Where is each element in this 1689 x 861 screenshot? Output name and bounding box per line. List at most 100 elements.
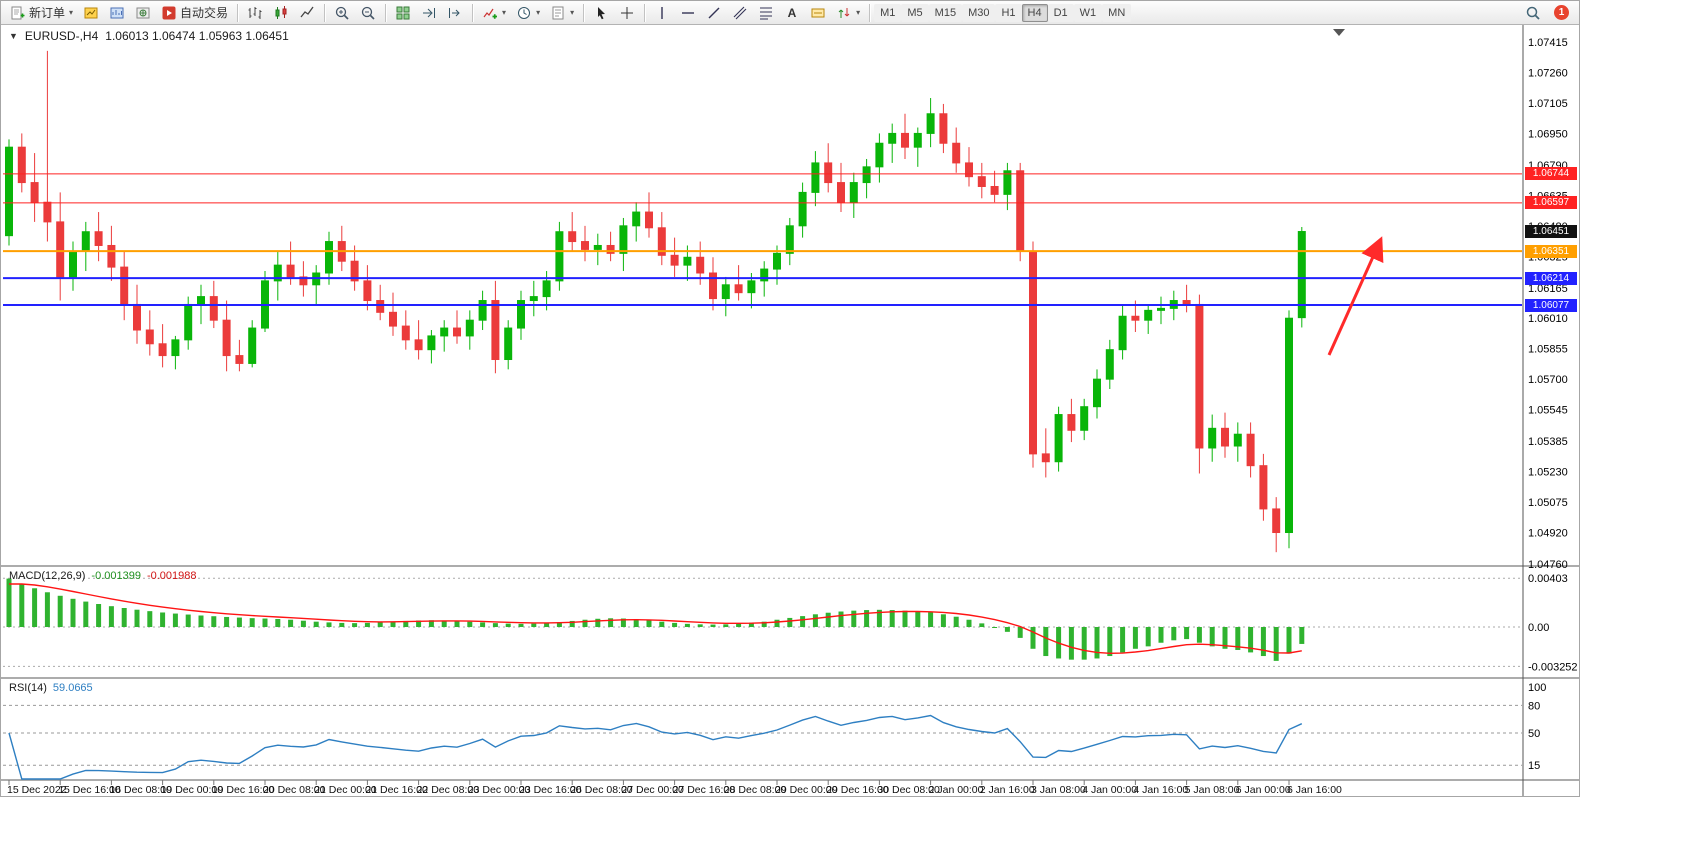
vertical-line-tool[interactable]	[649, 3, 675, 23]
timeframe-m30[interactable]: M30	[962, 3, 996, 22]
time-axis-label: 30 Dec 08:00	[877, 784, 940, 796]
chevron-down-icon: ▾	[536, 8, 541, 17]
symbol-period-label: EURUSD-,H4	[24, 29, 99, 43]
candle	[913, 127, 922, 167]
time-axis-label: 19 Dec 16:00	[212, 784, 275, 796]
timeframe-d1[interactable]: D1	[1047, 3, 1074, 22]
timeframe-w1[interactable]: W1	[1073, 3, 1103, 22]
candle	[645, 192, 653, 238]
macd-hist-bar	[915, 611, 921, 627]
indicators[interactable]: ▾	[477, 3, 511, 23]
periods[interactable]: ▾	[511, 3, 545, 23]
price-axis-label: 1.05700	[1528, 374, 1568, 386]
macd-hist-bar	[992, 627, 998, 628]
text-label-tool[interactable]	[805, 3, 831, 23]
chart-shift[interactable]	[442, 3, 468, 23]
macd-hist-bar	[966, 619, 972, 627]
cursor[interactable]	[588, 3, 614, 23]
notification-badge[interactable]: 1	[1554, 5, 1569, 20]
chart-area[interactable]: 1.074151.072601.071051.069501.067901.066…	[1, 25, 1579, 796]
macd-hist-bar	[723, 624, 729, 627]
macd-hist-bar	[800, 616, 806, 627]
macd-hist-bar	[70, 598, 76, 627]
timeframe-m5[interactable]: M5	[901, 3, 929, 22]
macd-hist-bar	[928, 612, 934, 627]
bar-chart-mode[interactable]	[242, 3, 268, 23]
time-axis-label: 16 Dec 08:00	[109, 784, 172, 796]
macd-hist-bar	[300, 620, 306, 627]
price-axis-label: 1.05545	[1528, 405, 1568, 417]
candle	[1259, 453, 1268, 521]
new-order[interactable]: 新订单 ▾	[5, 3, 78, 23]
macd-hist-bar	[531, 623, 537, 627]
rsi-panel: 100 80 50 15	[3, 682, 1546, 780]
one-click-trading-toggle[interactable]: ▼	[9, 31, 18, 41]
macd-hist-bar	[326, 622, 332, 627]
timeframe-h4[interactable]: H4	[1021, 3, 1048, 22]
macd-hist-bar	[774, 619, 780, 627]
auto-scroll[interactable]	[416, 3, 442, 23]
chart-profiles[interactable]	[78, 3, 104, 23]
macd-hist-bar	[1158, 627, 1164, 643]
tile-windows[interactable]	[390, 3, 416, 23]
timeframe-h1[interactable]: H1	[995, 3, 1022, 22]
zoom-out[interactable]	[355, 3, 381, 23]
toolbar-separator	[472, 3, 474, 22]
timeframe-m1[interactable]: M1	[874, 3, 902, 22]
macd-hist-bar	[1145, 627, 1151, 647]
chevron-down-icon: ▾	[570, 8, 575, 17]
candle	[440, 320, 449, 352]
candle	[1246, 422, 1255, 478]
arrows-tool[interactable]: ▾	[831, 3, 865, 23]
timeframe-mn[interactable]: MN	[1102, 3, 1132, 22]
horizontal-line-tool[interactable]	[675, 3, 701, 23]
candle	[1016, 162, 1025, 262]
new-order-label: 新订单	[29, 6, 66, 20]
macd-hist-bar	[339, 622, 345, 627]
macd-hist-bar	[697, 624, 703, 627]
time-axis-label: 15 Dec 2022	[7, 784, 67, 796]
zoom-in[interactable]	[329, 3, 355, 23]
macd-hist-bar	[1286, 627, 1292, 654]
templates[interactable]: ▾	[545, 3, 579, 23]
macd-hist-bar	[1004, 627, 1010, 632]
navigator[interactable]	[130, 3, 156, 23]
time-axis-label: 5 Jan 08:00	[1185, 784, 1240, 796]
search-button[interactable]	[1520, 3, 1546, 23]
candle	[1233, 422, 1242, 462]
bars-icon	[247, 5, 263, 21]
time-axis-label: 22 Dec 08:00	[417, 784, 480, 796]
macd-hist-bar	[288, 619, 294, 627]
trendline-tool[interactable]	[701, 3, 727, 23]
candle	[862, 158, 871, 199]
equidistant-channel-tool[interactable]	[727, 3, 753, 23]
line-chart-mode[interactable]	[294, 3, 320, 23]
candle	[785, 217, 794, 266]
rsi-label: RSI(14)	[9, 682, 47, 694]
timeframe-m15[interactable]: M15	[928, 3, 963, 22]
crosshair[interactable]	[614, 3, 640, 23]
time-axis-label: 21 Dec 00:00	[314, 784, 377, 796]
candle	[504, 320, 513, 370]
trend-arrow-annotation[interactable]	[1327, 236, 1384, 356]
macd-hist-bar	[505, 623, 511, 627]
candles-icon	[273, 5, 289, 21]
price-axis-label: 1.05385	[1528, 436, 1568, 448]
text-icon: A	[784, 5, 800, 21]
macd-hist-bar	[1299, 627, 1305, 644]
macd-hist-bar	[185, 614, 191, 627]
hline-icon	[680, 5, 696, 21]
macd-hist-bar	[1184, 627, 1190, 640]
candle	[1029, 241, 1037, 468]
candle	[133, 284, 141, 344]
chart-shift-marker[interactable]	[1333, 29, 1345, 36]
autotrading[interactable]: 自动交易	[156, 3, 233, 23]
candlestick-mode[interactable]	[268, 3, 294, 23]
market-watch[interactable]	[104, 3, 130, 23]
macd-hist-bar	[1235, 627, 1241, 650]
cursor-icon	[593, 5, 609, 21]
macd-hist-bar	[902, 610, 908, 627]
text-tool[interactable]: A	[779, 3, 805, 23]
fibonacci-tool[interactable]	[753, 3, 779, 23]
